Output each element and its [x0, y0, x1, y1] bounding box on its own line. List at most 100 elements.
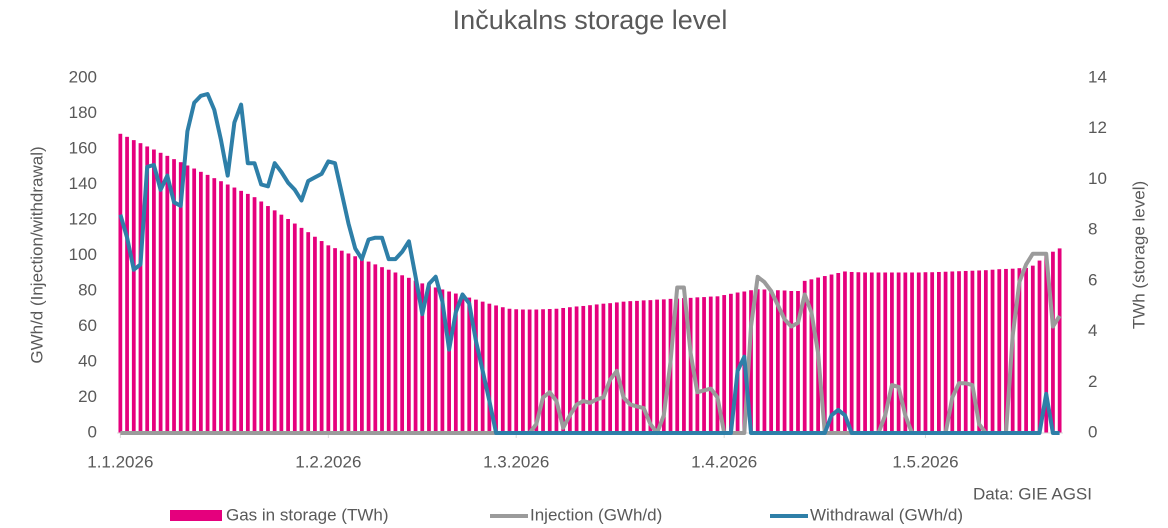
bar [796, 291, 800, 433]
bar [702, 297, 706, 433]
bar [433, 287, 438, 433]
bar [849, 271, 854, 433]
legend-label: Gas in storage (TWh) [226, 505, 389, 524]
bar [326, 245, 331, 433]
bar [272, 210, 277, 433]
bar [802, 280, 807, 433]
y2-axis-title: TWh (storage level) [1129, 181, 1148, 329]
bar [131, 140, 136, 433]
bar [554, 308, 559, 433]
y2-tick-label: 8 [1088, 220, 1097, 239]
bar [333, 248, 337, 433]
bar [789, 291, 794, 433]
bar [360, 258, 364, 433]
bar [769, 289, 774, 433]
bar [762, 289, 767, 433]
bar [688, 297, 693, 433]
x-tick-label: 1.4.2026 [691, 452, 757, 471]
y2-tick-label: 6 [1088, 270, 1097, 289]
bar [635, 300, 639, 433]
bar [581, 305, 586, 433]
y-tick-label: 60 [78, 316, 97, 335]
bar [339, 250, 344, 433]
bar [963, 270, 968, 433]
bar [937, 271, 941, 433]
bar [809, 279, 814, 433]
y-tick-label: 180 [69, 103, 97, 122]
source-note: Data: GIE AGSI [973, 484, 1092, 503]
bar [977, 270, 982, 433]
bar [165, 155, 170, 433]
bar [890, 272, 894, 433]
bar [292, 223, 297, 433]
bar [822, 276, 827, 433]
y-tick-label: 120 [69, 209, 97, 228]
bar [883, 272, 888, 433]
bar [366, 261, 371, 433]
bar [239, 190, 243, 433]
bar [286, 218, 290, 433]
bar [152, 149, 156, 433]
bar [896, 272, 901, 433]
bar [534, 309, 539, 433]
bar [453, 293, 458, 433]
bar [863, 272, 867, 433]
bar [829, 274, 834, 433]
bar [245, 193, 250, 433]
bar [708, 296, 713, 433]
bar [843, 271, 847, 433]
bar [527, 309, 532, 433]
bar [567, 307, 572, 433]
bar [983, 270, 988, 433]
bar [447, 291, 451, 433]
bar [997, 269, 1002, 433]
y-tick-label: 200 [69, 67, 97, 86]
bar [185, 165, 190, 433]
bar [212, 178, 217, 433]
y-axis-title: GWh/d (Injection/withdrawal) [27, 146, 46, 363]
bar [420, 283, 425, 433]
bar [943, 271, 948, 433]
bar [588, 305, 592, 433]
bar [521, 309, 525, 433]
y-tick-label: 140 [69, 174, 97, 193]
bar [775, 290, 780, 433]
bar [641, 300, 646, 433]
bar [158, 152, 163, 433]
bar [386, 269, 391, 433]
y2-tick-label: 0 [1088, 422, 1097, 441]
bar [990, 269, 995, 433]
bar [474, 299, 478, 433]
x-tick-label: 1.3.2026 [483, 452, 549, 471]
bar [192, 168, 197, 433]
bar [1037, 260, 1042, 433]
bar [661, 299, 666, 433]
bar [715, 296, 720, 433]
bar [547, 309, 552, 433]
bar [500, 307, 505, 433]
bar [628, 301, 633, 433]
bar [695, 297, 700, 433]
bar [380, 267, 384, 433]
bar [406, 277, 411, 433]
bar [232, 187, 237, 433]
y-tick-label: 40 [78, 351, 97, 370]
bar [205, 174, 210, 433]
bar [252, 197, 257, 433]
bar [1051, 251, 1055, 433]
bar [735, 292, 740, 433]
bar [930, 272, 935, 433]
y-tick-label: 0 [88, 422, 97, 441]
legend-swatch [170, 510, 222, 521]
bar [172, 159, 176, 433]
bar [614, 302, 619, 433]
bar [494, 305, 498, 433]
bar [460, 295, 465, 433]
bar [373, 264, 378, 433]
bar [655, 299, 659, 433]
chart-title: Inčukalns storage level [453, 5, 728, 35]
bar [1004, 268, 1008, 433]
bar [346, 253, 351, 433]
bar [970, 270, 975, 433]
bar [682, 298, 686, 433]
